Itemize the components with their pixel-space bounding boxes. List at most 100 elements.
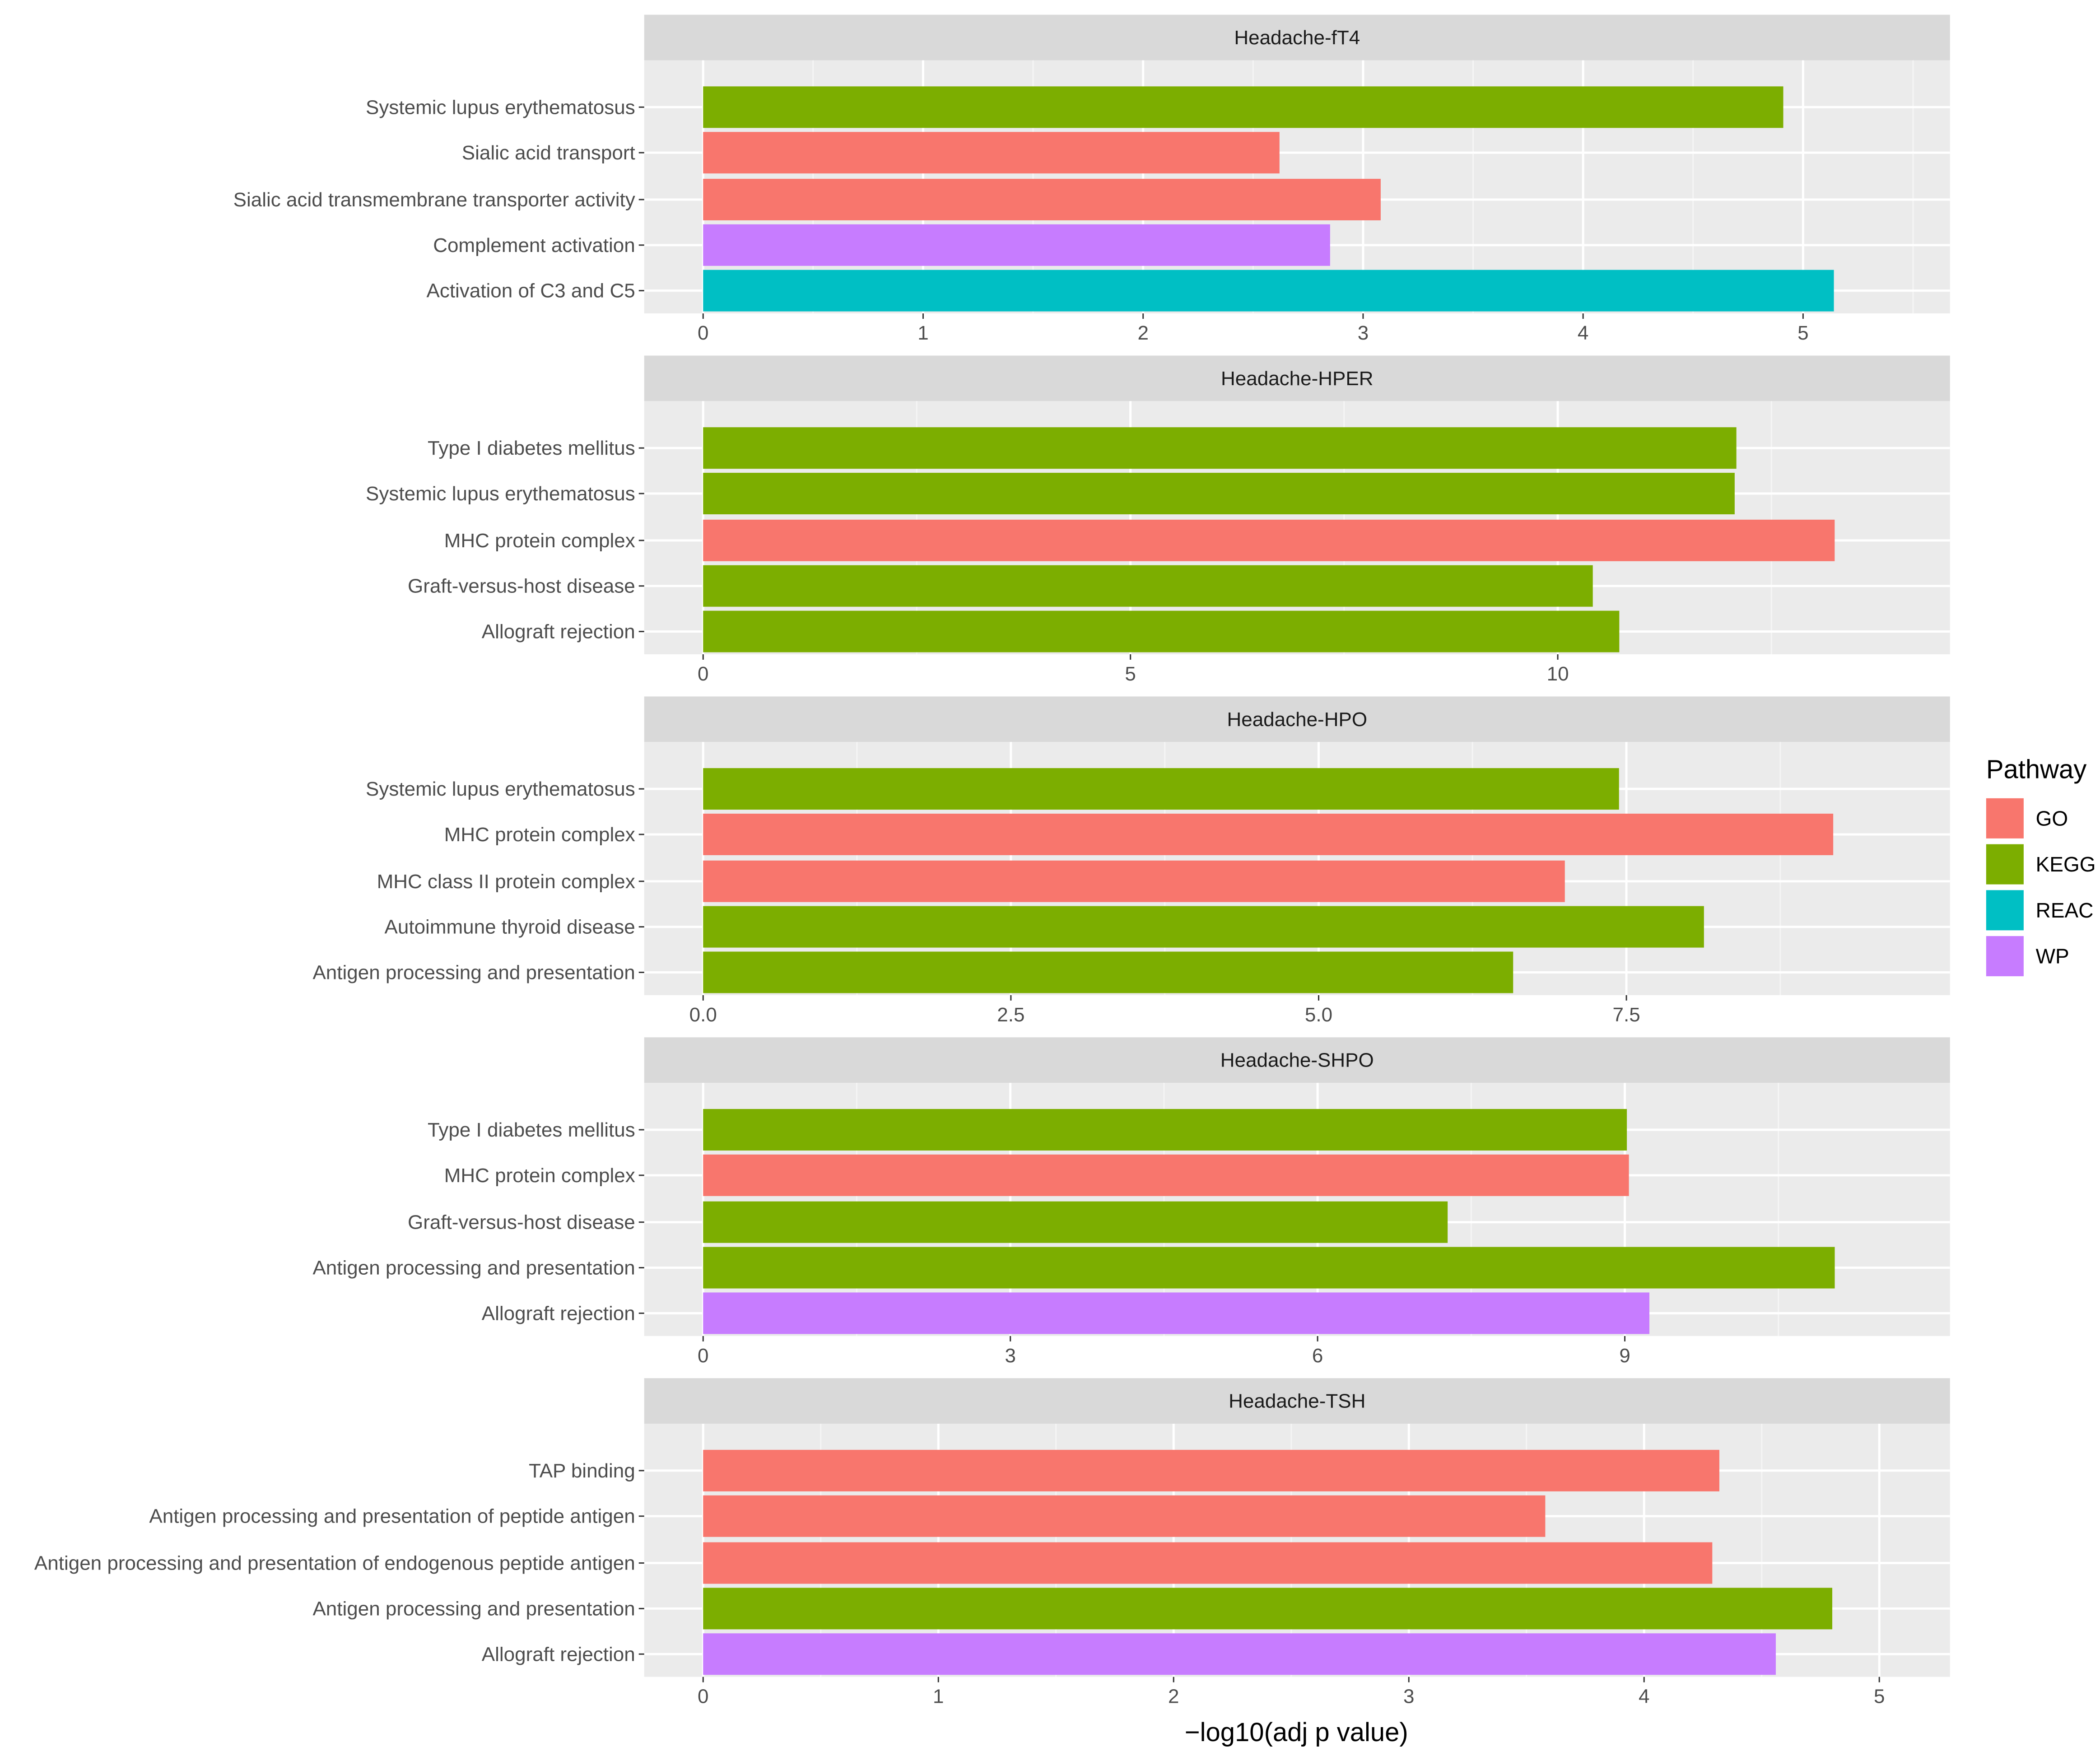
bar	[703, 1154, 1629, 1196]
facet-title: Headache-TSH	[1229, 1390, 1365, 1412]
category-label: Antigen processing and presentation of e…	[34, 1552, 635, 1575]
category-label: Type I diabetes mellitus	[428, 1119, 635, 1141]
x-tick-label: 2	[1137, 322, 1148, 344]
x-tick-label: 3	[1403, 1686, 1414, 1708]
bar	[703, 1449, 1719, 1491]
bar	[703, 1201, 1448, 1243]
x-tick-label: 6	[1312, 1345, 1323, 1367]
bar	[703, 224, 1330, 266]
category-label: Systemic lupus erythematosus	[366, 778, 635, 800]
bar	[703, 1495, 1546, 1537]
legend-label: WP	[2036, 945, 2069, 968]
x-tick-label: 2	[1168, 1686, 1179, 1708]
category-label: Antigen processing and presentation	[312, 1257, 635, 1279]
facet-panel: Headache-SHPO Type I diabetes mellitus MHC…	[312, 1037, 1950, 1367]
x-tick-label: 5	[1797, 322, 1808, 344]
bar	[703, 1633, 1776, 1675]
category-label: MHC class II protein complex	[377, 871, 635, 893]
x-tick-label: 7.5	[1613, 1004, 1640, 1026]
x-tick-label: 0	[698, 1345, 708, 1367]
facet-panel: Headache-fT4 Systemic lupus erythematosus…	[233, 14, 1950, 344]
facet-title: Headache-HPER	[1221, 368, 1374, 390]
x-tick-label: 9	[1619, 1345, 1630, 1367]
bar	[703, 610, 1620, 652]
facet-title: Headache-HPO	[1227, 708, 1367, 731]
bar	[703, 427, 1737, 469]
category-label: Allograft rejection	[482, 1643, 635, 1665]
bar	[703, 132, 1280, 174]
bar	[703, 1109, 1627, 1151]
bar	[703, 270, 1834, 312]
facet-strip	[644, 1378, 1950, 1424]
bar	[703, 813, 1834, 855]
x-tick-label: 2.5	[997, 1004, 1024, 1026]
x-tick-label: 3	[1005, 1345, 1015, 1367]
bar	[703, 473, 1735, 515]
x-tick-label: 4	[1639, 1686, 1649, 1708]
bar	[703, 860, 1565, 902]
x-tick-label: 0.0	[689, 1004, 717, 1026]
x-tick-label: 5.0	[1305, 1004, 1332, 1026]
category-label: MHC protein complex	[444, 824, 635, 846]
x-tick-label: 1	[933, 1686, 944, 1708]
category-label: Activation of C3 and C5	[426, 280, 635, 302]
legend-key	[1986, 844, 2024, 885]
facet-strip	[644, 355, 1950, 401]
facet-strip	[644, 696, 1950, 742]
category-label: Allograft rejection	[482, 621, 635, 643]
category-label: Autoimmune thyroid disease	[385, 916, 635, 938]
x-tick-label: 1	[917, 322, 928, 344]
category-label: Graft-versus-host disease	[408, 1211, 635, 1234]
bar	[703, 768, 1619, 810]
bar	[703, 1542, 1713, 1584]
x-tick-label: 0	[698, 1686, 708, 1708]
facet-title: Headache-fT4	[1234, 27, 1360, 49]
category-label: Systemic lupus erythematosus	[366, 483, 635, 505]
facet-panel: Headache-HPER Type I diabetes mellitus Sys…	[366, 355, 1950, 685]
x-tick-label: 5	[1874, 1686, 1885, 1708]
x-tick-label: 0	[698, 322, 708, 344]
legend-key	[1986, 890, 2024, 931]
bar	[703, 86, 1783, 128]
legend-key	[1986, 798, 2024, 839]
x-tick-label: 3	[1358, 322, 1369, 344]
category-label: Systemic lupus erythematosus	[366, 96, 635, 118]
legend: Pathway GO KEGG REAC WP	[1986, 755, 2096, 977]
bar	[703, 178, 1381, 220]
facet-title: Headache-SHPO	[1220, 1049, 1374, 1072]
legend-label: GO	[2036, 806, 2068, 830]
bar	[703, 565, 1593, 607]
x-tick-label: 10	[1547, 663, 1569, 685]
category-label: Antigen processing and presentation	[312, 1598, 635, 1620]
legend-label: KEGG	[2036, 853, 2096, 876]
legend-label: REAC	[2036, 899, 2094, 922]
category-label: Graft-versus-host disease	[408, 575, 635, 597]
bar	[703, 1588, 1833, 1630]
x-tick-label: 0	[698, 663, 708, 685]
category-label: MHC protein complex	[444, 530, 635, 552]
bar	[703, 519, 1835, 561]
facet-strip	[644, 14, 1950, 61]
x-tick-label: 5	[1125, 663, 1136, 685]
category-label: MHC protein complex	[444, 1165, 635, 1187]
legend-title: Pathway	[1986, 755, 2086, 784]
category-label: Sialic acid transport	[462, 142, 635, 164]
facet-panel: Headache-TSH TAP binding Antigen processin…	[34, 1378, 1950, 1708]
x-axis-title: −log10(adj p value)	[1185, 1718, 1408, 1747]
category-label: Antigen processing and presentation	[312, 961, 635, 983]
x-tick-label: 4	[1578, 322, 1588, 344]
bar	[703, 951, 1513, 993]
bar	[703, 906, 1704, 948]
facet-panel: Headache-HPO Systemic lupus erythematosus…	[312, 696, 1950, 1026]
bar	[703, 1292, 1649, 1334]
category-label: Sialic acid transmembrane transporter ac…	[233, 189, 635, 211]
bar	[703, 1247, 1835, 1289]
category-label: Allograft rejection	[482, 1302, 635, 1324]
category-label: TAP binding	[529, 1460, 635, 1482]
category-label: Antigen processing and presentation of p…	[149, 1505, 635, 1528]
legend-key	[1986, 936, 2024, 977]
category-label: Complement activation	[433, 234, 635, 256]
facet-strip	[644, 1037, 1950, 1083]
